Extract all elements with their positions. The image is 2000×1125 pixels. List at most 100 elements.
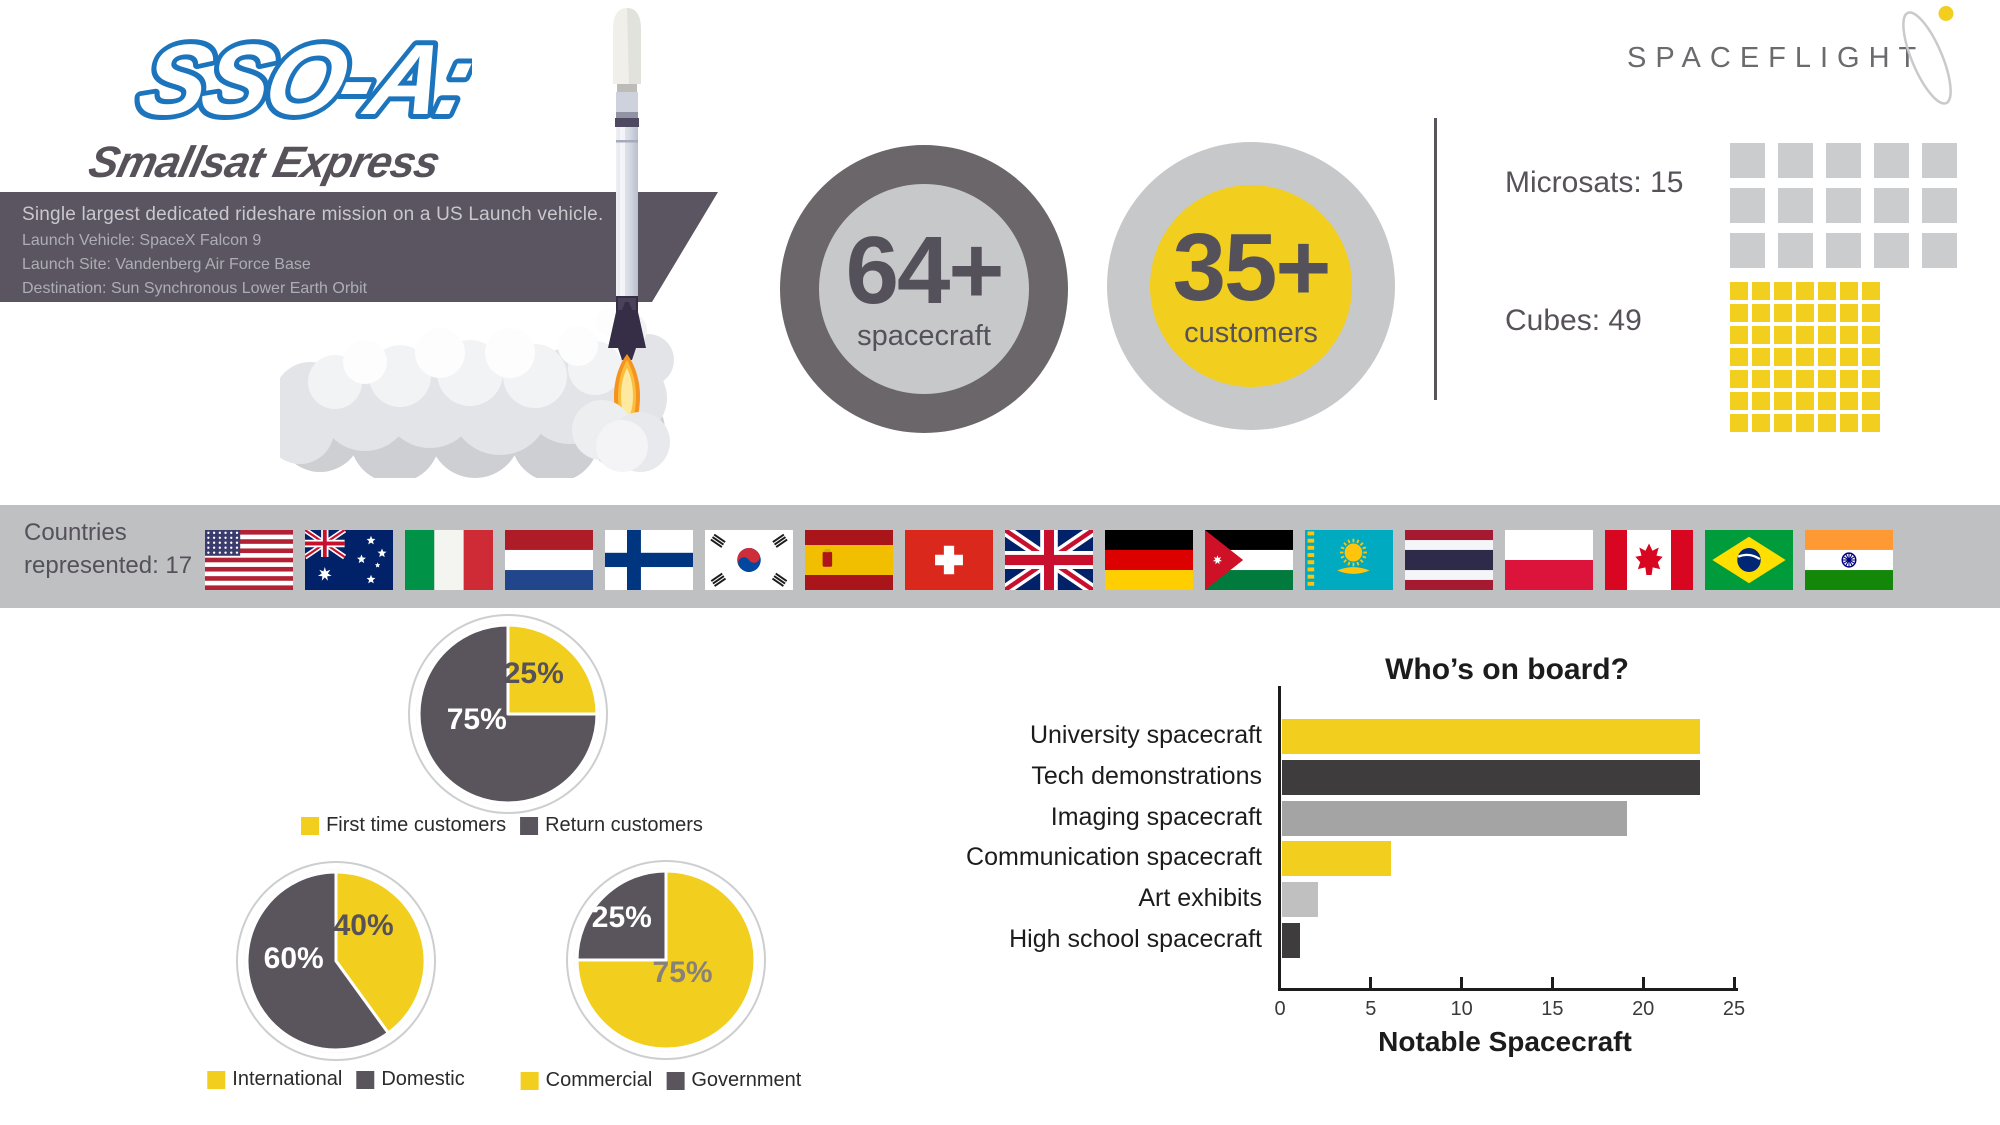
x-axis-tick-label: 20 — [1632, 998, 1655, 1020]
payload-square — [1862, 282, 1880, 300]
payload-square — [1818, 392, 1836, 410]
payload-square — [1774, 326, 1792, 344]
payload-square — [1922, 188, 1957, 223]
payload-square — [1796, 370, 1814, 388]
flag-australia — [305, 530, 393, 590]
payload-square — [1840, 326, 1858, 344]
microsats-label: Microsats: 15 — [1505, 166, 1684, 199]
payload-square — [1840, 370, 1858, 388]
payload-square — [1730, 282, 1748, 300]
flag-kazakhstan — [1305, 530, 1393, 590]
payload-square — [1826, 233, 1861, 268]
payload-square — [1774, 348, 1792, 366]
payload-square — [1730, 304, 1748, 322]
customers-count-label: customers — [1184, 317, 1318, 350]
x-axis-tick-label: 5 — [1365, 998, 1377, 1020]
payload-square — [1752, 304, 1770, 322]
payload-square — [1818, 348, 1836, 366]
payload-square — [1840, 282, 1858, 300]
launch-site-detail: Launch Site: Vandenberg Air Force Base — [22, 256, 311, 273]
payload-square — [1730, 392, 1748, 410]
customers-stat-circle: 35+ customers — [1107, 142, 1395, 430]
payload-square — [1826, 143, 1861, 178]
payload-square — [1730, 414, 1748, 432]
payload-square — [1774, 370, 1792, 388]
flag-finland — [605, 530, 693, 590]
x-axis-tick — [1460, 977, 1464, 988]
payload-square — [1752, 282, 1770, 300]
pie-legend-customer-mix: First time customers Return customers — [301, 814, 703, 837]
pie-chart-origin-mix: 40% 60% — [244, 869, 428, 1053]
payload-square — [1826, 188, 1861, 223]
payload-square — [1730, 143, 1765, 178]
legend-label: Commercial — [545, 1069, 653, 1091]
payload-square — [1774, 392, 1792, 410]
legend-label: Domestic — [381, 1068, 465, 1090]
legend-label: Return customers — [545, 814, 703, 836]
legend-item: Government — [666, 1069, 801, 1092]
payload-square — [1778, 233, 1813, 268]
x-axis-tick — [1550, 977, 1554, 988]
y-axis — [1278, 686, 1281, 991]
flag-canada — [1605, 530, 1693, 590]
flag-italy — [405, 530, 493, 590]
pie-legend-sector-mix: Commercial Government — [520, 1069, 801, 1092]
legend-item: Return customers — [520, 814, 703, 837]
bar-category-label: Art exhibits — [1138, 884, 1262, 913]
x-axis — [1278, 988, 1738, 991]
payload-square — [1862, 304, 1880, 322]
x-axis-tick — [1641, 977, 1645, 988]
legend-item: Domestic — [356, 1068, 465, 1091]
payload-square — [1796, 414, 1814, 432]
bar-category-label: Imaging spacecraft — [1050, 802, 1262, 831]
flag-netherlands — [505, 530, 593, 590]
payload-square — [1874, 233, 1909, 268]
payload-square — [1818, 282, 1836, 300]
legend-item: Commercial — [520, 1069, 653, 1092]
payload-square — [1752, 414, 1770, 432]
bar-chart-x-axis-label: Notable Spacecraft — [1378, 1026, 1632, 1057]
payload-square — [1752, 392, 1770, 410]
vertical-divider — [1434, 118, 1437, 400]
payload-square — [1862, 414, 1880, 432]
flag-united-kingdom — [1005, 530, 1093, 590]
pie-slice-value-label: 60% — [263, 942, 324, 976]
legend-label: Government — [691, 1069, 802, 1091]
bar-imaging-spacecraft — [1282, 800, 1627, 836]
payload-square — [1730, 188, 1765, 223]
legend-swatch — [356, 1070, 375, 1089]
payload-square — [1796, 304, 1814, 322]
legend-swatch — [301, 816, 320, 835]
flag-germany — [1105, 530, 1193, 590]
legend-label: First time customers — [326, 814, 507, 836]
payload-square — [1730, 348, 1748, 366]
cubes-pictogram — [1730, 282, 1880, 432]
legend-label: International — [232, 1068, 343, 1090]
pie-slice-value-label: 25% — [503, 656, 564, 690]
payload-square — [1818, 414, 1836, 432]
bar-category-label: Tech demonstrations — [1031, 761, 1262, 790]
bar-art-exhibits — [1282, 882, 1319, 918]
bar-category-label: University spacecraft — [1029, 721, 1262, 749]
legend-swatch — [207, 1070, 226, 1089]
pie-chart-sector-mix: 75% 25% — [574, 868, 758, 1052]
flag-jordan — [1205, 530, 1293, 590]
payload-square — [1752, 326, 1770, 344]
flag-south-korea — [705, 530, 793, 590]
payload-square — [1730, 233, 1765, 268]
payload-square — [1840, 304, 1858, 322]
legend-swatch — [520, 816, 539, 835]
launch-vehicle-detail: Launch Vehicle: SpaceX Falcon 9 — [22, 232, 262, 249]
payload-square — [1862, 392, 1880, 410]
payload-square — [1774, 414, 1792, 432]
payload-square — [1818, 370, 1836, 388]
x-axis-tick — [1732, 977, 1736, 988]
payload-square — [1862, 348, 1880, 366]
rocket-launch-illustration — [280, 8, 674, 478]
pie-slice-value-label: 75% — [446, 702, 507, 736]
bar-category-label: Communication spacecraft — [966, 843, 1262, 872]
mission-banner: Single largest dedicated rideshare missi… — [0, 192, 718, 302]
bar-university-spacecraft — [1282, 719, 1700, 754]
sso-a-title: SSO-A: — [129, 23, 472, 135]
spacecraft-count-label: spacecraft — [857, 320, 991, 353]
